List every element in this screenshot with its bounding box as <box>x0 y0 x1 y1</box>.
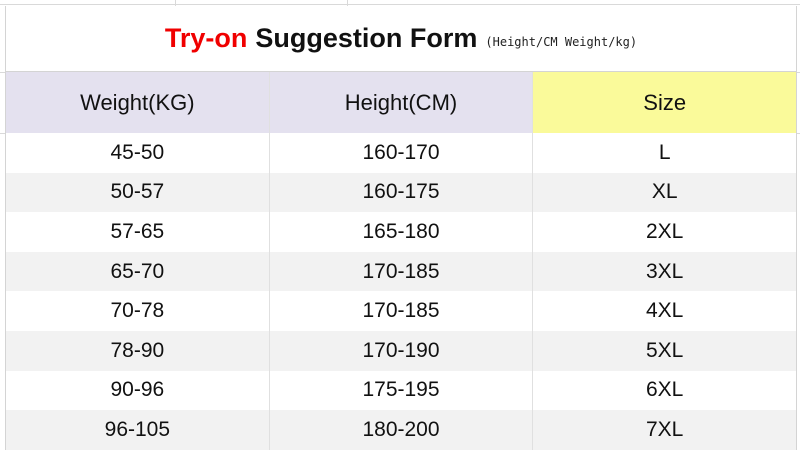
header-height: Height(CM) <box>269 72 534 133</box>
weight-cell: 70-78 <box>6 291 270 331</box>
table-row: 78-90 170-190 5XL <box>6 330 797 371</box>
table-row: 65-70 170-185 3XL <box>6 251 797 292</box>
title-main: Suggestion Form <box>255 23 478 53</box>
weight-cell: 78-90 <box>6 330 270 371</box>
height-cell: 175-195 <box>270 370 534 411</box>
title-highlight: Try-on <box>164 23 248 53</box>
table-row: 90-96 175-195 6XL <box>6 370 796 411</box>
size-cell: 3XL <box>533 251 797 292</box>
table-row: 70-78 170-185 4XL <box>6 291 796 331</box>
size-cell: 5XL <box>533 330 797 371</box>
height-cell: 170-185 <box>269 251 534 292</box>
table-row: 96-105 180-200 7XL <box>6 410 797 450</box>
form-title: Try-on Suggestion Form (Height/CM Weight… <box>6 6 796 72</box>
title-note: (Height/CM Weight/kg) <box>485 34 638 49</box>
table-row: 45-50 160-170 L <box>6 133 796 173</box>
size-cell: 4XL <box>645 299 684 323</box>
header-size: Size <box>533 72 797 133</box>
header-weight: Weight(KG) <box>6 72 270 133</box>
size-cell: 7XL <box>533 410 797 450</box>
height-cell: 170-185 <box>270 291 534 331</box>
size-cell: 6XL <box>645 378 684 402</box>
size-cell: XL <box>533 172 797 213</box>
size-cell: 2XL <box>645 219 684 243</box>
height-cell: 160-175 <box>269 172 534 213</box>
header-row: Weight(KG) Height(CM) Size <box>6 72 797 133</box>
weight-cell: 90-96 <box>6 370 270 411</box>
weight-cell: 96-105 <box>6 410 270 450</box>
height-cell: 165-180 <box>270 212 534 252</box>
height-cell: 180-200 <box>269 410 534 450</box>
height-cell: 170-190 <box>269 330 534 371</box>
weight-cell: 57-65 <box>6 212 270 252</box>
size-chart: Try-on Suggestion Form (Height/CM Weight… <box>5 6 797 450</box>
weight-cell: 65-70 <box>6 251 270 292</box>
table-row: 50-57 160-175 XL <box>6 172 797 213</box>
weight-cell: 50-57 <box>6 172 270 213</box>
weight-cell: 45-50 <box>6 133 270 173</box>
size-cell: L <box>658 140 671 164</box>
table-row: 57-65 165-180 2XL <box>6 212 796 252</box>
height-cell: 160-170 <box>270 133 534 173</box>
